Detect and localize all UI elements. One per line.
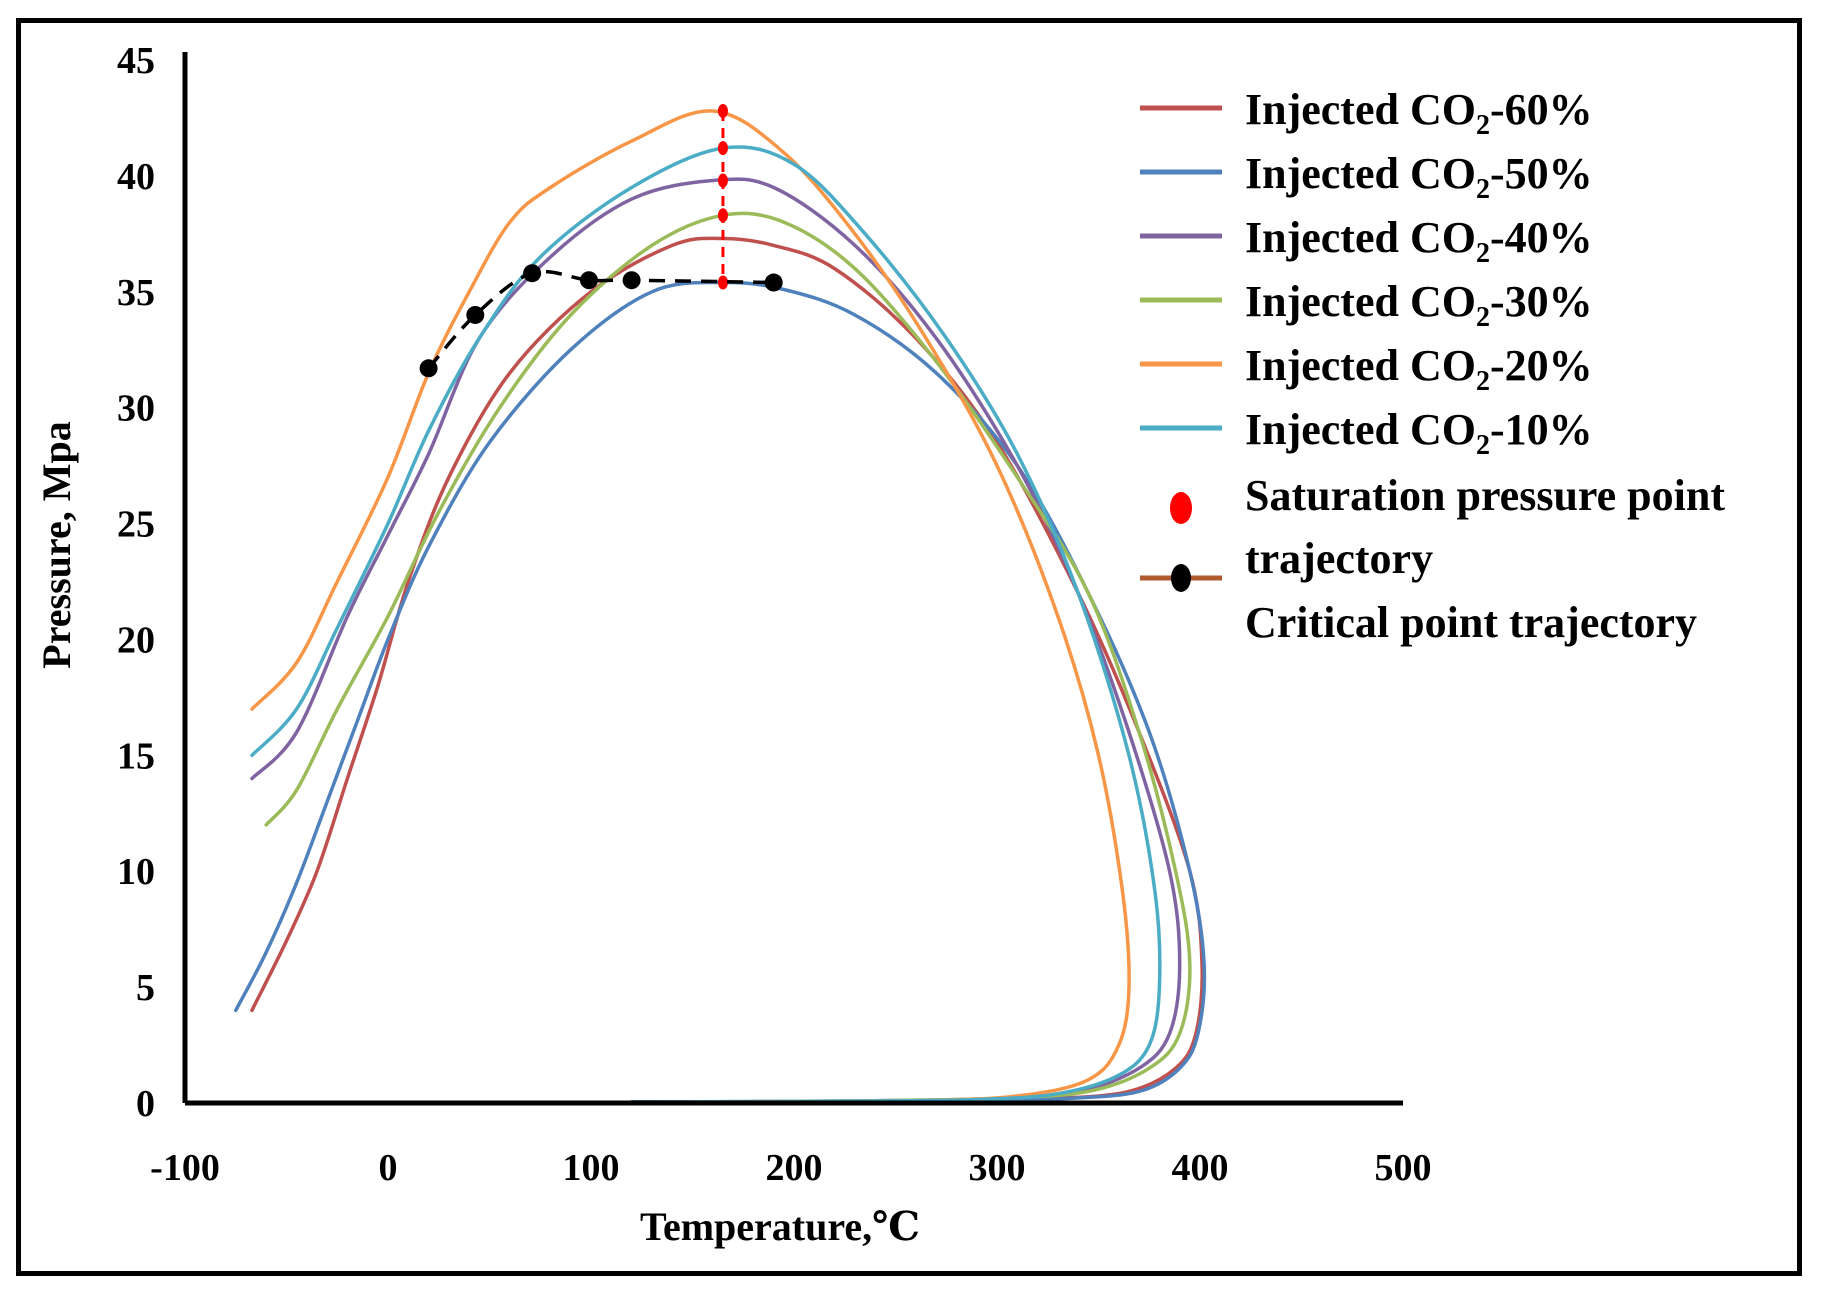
x-tick-label: 500 xyxy=(1375,1147,1432,1189)
legend-label-4: Injected CO2-30% xyxy=(1245,277,1593,333)
y-axis-title: Pressure, Mpa xyxy=(34,421,79,668)
saturation-point xyxy=(717,208,728,223)
saturation-point xyxy=(717,173,728,188)
y-tick-label: 0 xyxy=(136,1083,155,1125)
saturation-point xyxy=(717,141,728,156)
series-line-5 xyxy=(250,109,1131,1104)
series-line-3 xyxy=(250,177,1182,1104)
y-tick-label: 25 xyxy=(117,504,155,546)
axes-layer xyxy=(182,52,1403,1106)
series-line-2 xyxy=(234,280,1207,1104)
x-tick-label: 100 xyxy=(563,1147,620,1189)
legend-label-2: Injected CO2-50% xyxy=(1245,149,1593,205)
series-line-4 xyxy=(264,211,1192,1104)
tick-layer: -100 0 100 200 300 400 500 0 5 10 15 20 25 30 35 40 45 xyxy=(117,40,1432,1189)
series-line-1 xyxy=(250,236,1204,1104)
saturation-point xyxy=(717,275,728,290)
y-tick-label: 10 xyxy=(117,851,155,893)
critical-point xyxy=(523,264,542,283)
y-tick-label: 20 xyxy=(117,619,155,661)
legend-critical-label: Critical point trajectory xyxy=(1245,598,1697,647)
critical-point xyxy=(622,271,641,290)
critical-point xyxy=(579,271,598,290)
x-tick-label: -100 xyxy=(150,1147,220,1189)
y-tick-label: 30 xyxy=(117,388,155,430)
legend-critical-marker xyxy=(1171,564,1191,592)
x-tick-label: 300 xyxy=(969,1147,1026,1189)
legend-label-5: Injected CO2-20% xyxy=(1245,341,1593,397)
legend-saturation-label: Saturation pressure point xyxy=(1245,471,1725,520)
y-tick-label: 40 xyxy=(117,156,155,198)
y-tick-label: 45 xyxy=(117,40,155,82)
legend-saturation-marker xyxy=(1170,492,1192,524)
y-tick-label: 15 xyxy=(117,735,155,777)
figure-frame xyxy=(16,18,1802,1276)
x-tick-label: 200 xyxy=(766,1147,823,1189)
x-tick-label: 0 xyxy=(379,1147,398,1189)
x-tick-label: 400 xyxy=(1172,1147,1229,1189)
y-tick-label: 35 xyxy=(117,272,155,314)
y-tick-label: 5 xyxy=(136,967,155,1009)
critical-point xyxy=(466,305,485,324)
legend-label-1: Injected CO2-60% xyxy=(1245,85,1593,141)
series-layer xyxy=(234,109,1207,1104)
critical-point xyxy=(764,273,783,292)
legend-label-6: Injected CO2-10% xyxy=(1245,405,1593,461)
legend-saturation-label-cont: trajectory xyxy=(1245,534,1433,583)
series-line-6 xyxy=(250,145,1162,1104)
marker-layer xyxy=(419,103,783,378)
legend: Injected CO2-60% Injected CO2-50% Injected… xyxy=(1140,85,1725,647)
critical-point xyxy=(419,359,438,378)
x-axis-title: Temperature,℃ xyxy=(640,1204,920,1249)
saturation-point xyxy=(717,103,728,118)
legend-label-3: Injected CO2-40% xyxy=(1245,213,1593,269)
